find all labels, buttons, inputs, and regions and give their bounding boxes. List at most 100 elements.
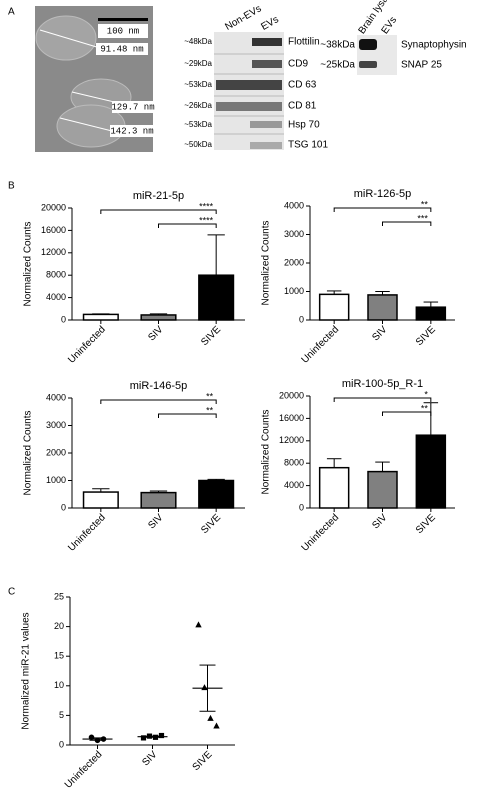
x-tick-label: Uninfected xyxy=(63,749,105,791)
x-tick-label: SIV xyxy=(370,324,389,343)
chart-title: miR-100-5p_R-1 xyxy=(342,378,423,390)
y-tick-label: 4000 xyxy=(284,480,304,490)
x-tick-label: SIVE xyxy=(199,512,223,536)
bar xyxy=(367,294,398,321)
y-tick-label: 10 xyxy=(54,680,64,690)
blot-protein: Synaptophysin xyxy=(401,40,467,51)
significance-label: **** xyxy=(199,201,214,211)
bar xyxy=(318,293,350,321)
point xyxy=(207,714,214,721)
bar xyxy=(415,306,447,321)
panel-letter: B xyxy=(8,181,15,192)
significance-bracket xyxy=(333,397,432,402)
panel-letter: A xyxy=(8,7,15,18)
point xyxy=(213,722,220,729)
x-tick-label: SIVE xyxy=(199,324,223,348)
blot-marker: ~48kDa xyxy=(184,37,212,46)
blot-marker: ~26kDa xyxy=(184,101,212,110)
y-tick-label: 15 xyxy=(54,651,64,661)
bar xyxy=(367,470,398,509)
y-tick-label: 25 xyxy=(54,591,64,601)
blot-column: EVs xyxy=(380,15,400,36)
y-tick-label: 3000 xyxy=(284,229,304,239)
y-tick-label: 16000 xyxy=(279,413,304,423)
y-tick-label: 0 xyxy=(61,502,66,512)
y-tick-label: 2000 xyxy=(46,447,66,457)
bar xyxy=(318,466,350,509)
x-tick-label: SIV xyxy=(146,512,165,531)
blot-marker: ~53kDa xyxy=(184,80,212,89)
em-image: 100 nm 91.48 nm 129.7 nm 142.3 nm xyxy=(35,6,155,152)
y-tick-label: 16000 xyxy=(41,225,66,235)
y-tick-label: 4000 xyxy=(284,200,304,210)
point xyxy=(140,735,147,741)
blot-protein: SNAP 25 xyxy=(401,60,442,71)
blot-protein: Hsp 70 xyxy=(288,120,320,131)
blot-column: Non-EVs xyxy=(223,3,263,33)
y-axis-label: Normalized Counts xyxy=(23,221,34,306)
blot-marker: ~53kDa xyxy=(184,120,212,129)
x-tick-label: SIVE xyxy=(414,324,438,348)
chart-title: miR-126-5p xyxy=(354,188,411,200)
blot-marker: ~38kDa xyxy=(320,40,355,51)
x-tick-label: SIV xyxy=(140,749,159,768)
y-tick-label: 4000 xyxy=(46,392,66,402)
significance-label: **** xyxy=(199,215,214,225)
y-tick-label: 3000 xyxy=(46,420,66,430)
significance-bracket xyxy=(158,413,217,418)
y-axis-label: Normalized Counts xyxy=(261,220,272,305)
significance-label: ** xyxy=(206,391,214,401)
y-axis-label: Normalized miR-21 values xyxy=(21,612,32,729)
y-tick-label: 20 xyxy=(54,621,64,631)
significance-label: * xyxy=(424,389,428,399)
y-tick-label: 1000 xyxy=(284,286,304,296)
significance-label: ** xyxy=(421,403,429,413)
significance-label: ** xyxy=(421,199,429,209)
significance-label: *** xyxy=(417,213,428,223)
y-tick-label: 0 xyxy=(299,502,304,512)
y-tick-label: 8000 xyxy=(284,458,304,468)
bar xyxy=(415,434,447,509)
significance-bracket xyxy=(333,207,432,212)
chart-title: miR-146-5p xyxy=(130,380,187,392)
blot-marker: ~25kDa xyxy=(320,60,355,71)
blot-protein: TSG 101 xyxy=(288,140,328,151)
y-tick-label: 0 xyxy=(61,314,66,324)
blot-marker: ~29kDa xyxy=(184,59,212,68)
em-label: 91.48 nm xyxy=(100,44,143,54)
chart-title: miR-21-5p xyxy=(133,190,184,202)
point xyxy=(195,621,202,628)
significance-bracket xyxy=(100,209,217,214)
x-tick-label: Uninfected xyxy=(66,512,108,554)
bar xyxy=(82,491,119,509)
point xyxy=(201,684,208,691)
y-tick-label: 0 xyxy=(299,314,304,324)
y-axis-label: Normalized Counts xyxy=(261,409,272,494)
x-tick-label: SIV xyxy=(370,512,389,531)
y-tick-label: 12000 xyxy=(279,435,304,445)
y-tick-label: 8000 xyxy=(46,270,66,280)
y-axis-label: Normalized Counts xyxy=(23,410,34,495)
x-tick-label: Uninfected xyxy=(300,512,342,554)
significance-bracket xyxy=(100,399,217,404)
x-tick-label: SIV xyxy=(146,324,165,343)
significance-label: ** xyxy=(206,405,214,415)
significance-bracket xyxy=(382,411,432,416)
blot-marker: ~50kDa xyxy=(184,140,212,149)
blot-protein: Flottilin xyxy=(288,37,320,48)
blot-column: EVs xyxy=(259,14,280,33)
blot-protein: CD 63 xyxy=(288,80,317,91)
significance-bracket xyxy=(158,223,217,228)
panel-letter: C xyxy=(8,587,15,598)
y-tick-label: 2000 xyxy=(284,257,304,267)
x-tick-label: SIVE xyxy=(191,749,215,773)
y-tick-label: 5 xyxy=(59,710,64,720)
y-tick-label: 0 xyxy=(59,739,64,749)
y-tick-label: 20000 xyxy=(279,390,304,400)
bar xyxy=(198,274,235,321)
bar xyxy=(140,314,177,321)
point xyxy=(158,732,165,739)
x-tick-label: Uninfected xyxy=(66,324,108,366)
bar xyxy=(198,479,235,509)
